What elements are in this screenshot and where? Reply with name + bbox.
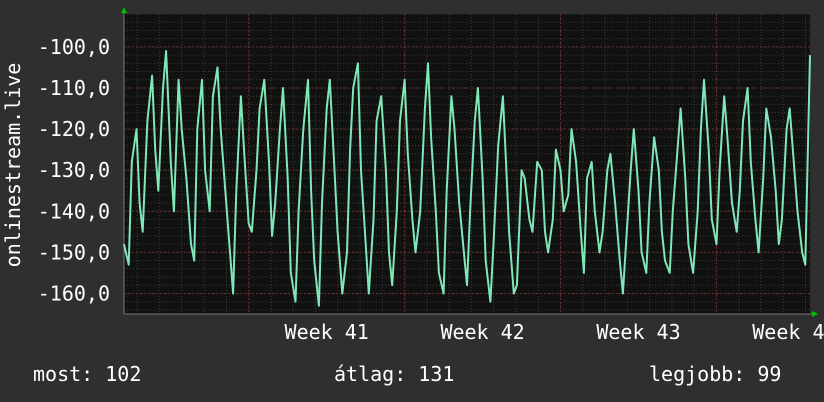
y-tick-label: -120,0	[38, 117, 110, 141]
axes	[123, 10, 814, 315]
y-tick-label: -110,0	[38, 76, 110, 100]
x-tick-label: Week 44	[752, 320, 824, 344]
footer: most: 102 átlag: 131 legjobb: 99	[0, 362, 824, 388]
x-tick-label: Week 41	[285, 320, 369, 344]
average-value: átlag: 131	[334, 362, 455, 386]
series-line	[123, 50, 811, 307]
y-axis-label: onlinestream.live	[1, 63, 25, 268]
x-tick-label: Week 42	[440, 320, 524, 344]
best-value: legjobb: 99	[649, 362, 782, 386]
x-tick-label: Week 43	[596, 320, 680, 344]
x-axis-arrow-icon	[812, 311, 818, 317]
y-tick-label: -130,0	[38, 158, 110, 182]
y-tick-labels: -100,0 -110,0 -120,0 -130,0 -140,0 -150,0 -160…	[38, 35, 110, 306]
grid	[124, 13, 810, 314]
y-tick-label: -160,0	[38, 281, 110, 305]
y-tick-label: -100,0	[38, 35, 110, 59]
x-tick-labels: Week 41 Week 42 Week 43 Week 44	[285, 320, 824, 344]
series-group	[123, 50, 811, 307]
y-axis-arrow-icon	[121, 7, 127, 13]
y-tick-label: -140,0	[38, 199, 110, 223]
current-value: most: 102	[33, 362, 142, 386]
y-tick-label: -150,0	[38, 240, 110, 264]
